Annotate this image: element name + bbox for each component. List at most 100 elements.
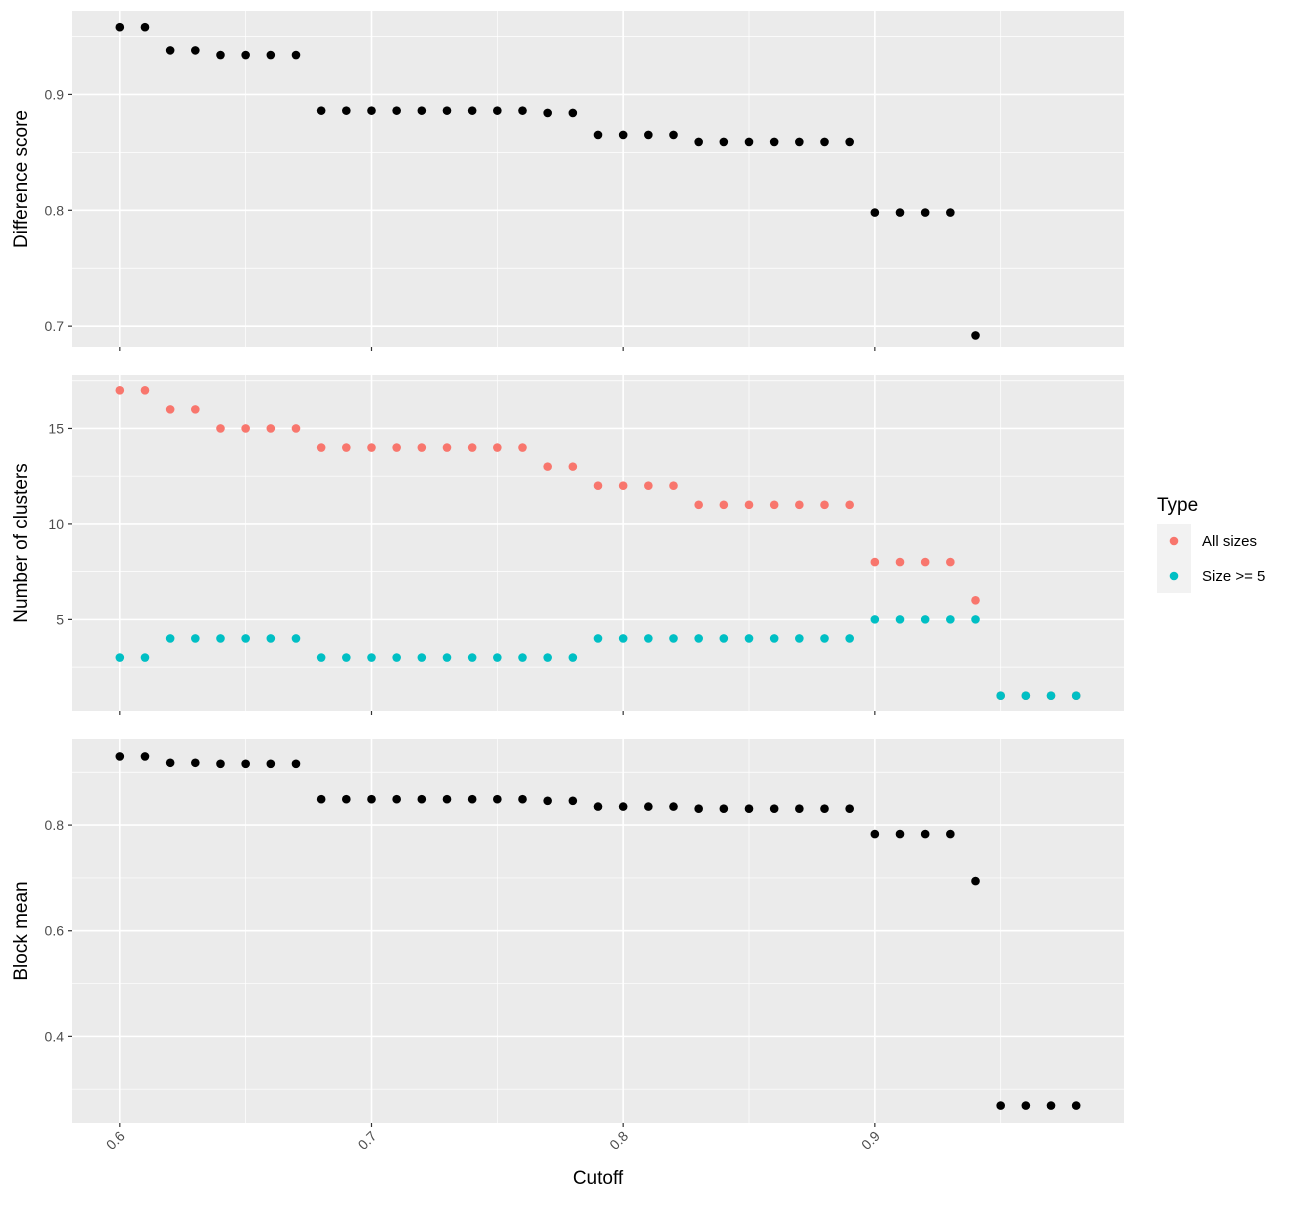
- data-point: [392, 653, 401, 662]
- data-point: [845, 634, 854, 643]
- data-point: [694, 634, 703, 643]
- data-point: [342, 106, 351, 115]
- data-point: [467, 794, 477, 804]
- y-tick-label: 0.8: [45, 202, 65, 218]
- data-point: [644, 802, 653, 811]
- series-size-5: [115, 615, 1081, 701]
- data-point: [971, 615, 980, 624]
- data-point: [845, 804, 854, 814]
- data-point: [795, 634, 804, 643]
- data-point: [971, 876, 980, 886]
- data-point: [266, 424, 276, 433]
- data-point: [493, 653, 502, 662]
- data-point: [140, 22, 150, 32]
- data-point: [543, 108, 552, 118]
- legend-label: All sizes: [1202, 533, 1257, 550]
- data-point: [216, 634, 225, 643]
- data-point: [845, 137, 854, 147]
- legend: Type All sizes Size >= 5: [1157, 495, 1265, 593]
- data-point: [342, 794, 351, 804]
- data-point: [165, 634, 175, 643]
- series-all-sizes: [115, 385, 1081, 701]
- data-point: [291, 634, 301, 643]
- data-point: [946, 829, 955, 839]
- data-point: [291, 50, 301, 60]
- data-point: [669, 130, 678, 140]
- data-point: [291, 759, 301, 769]
- data-point: [895, 615, 905, 624]
- data-point: [870, 615, 880, 624]
- data-point: [1021, 691, 1031, 701]
- data-point: [744, 137, 754, 147]
- data-point: [870, 829, 880, 839]
- data-point: [543, 653, 552, 662]
- series-points: [115, 22, 980, 340]
- data-point: [920, 557, 930, 567]
- data-point: [493, 794, 502, 804]
- data-point: [291, 424, 301, 433]
- data-point: [518, 106, 527, 115]
- data-point: [392, 794, 401, 804]
- data-point: [493, 443, 502, 452]
- data-point: [266, 759, 276, 769]
- data-point: [467, 106, 477, 115]
- data-point: [115, 22, 125, 32]
- data-point: [316, 106, 326, 115]
- data-point: [820, 804, 829, 814]
- data-point: [442, 794, 452, 804]
- data-point: [568, 796, 578, 806]
- data-point: [140, 385, 150, 395]
- data-point: [518, 794, 527, 804]
- data-point: [694, 137, 703, 147]
- data-point: [769, 137, 779, 147]
- data-point: [719, 500, 729, 510]
- data-point: [644, 634, 653, 643]
- data-point: [467, 653, 477, 662]
- data-point: [216, 424, 225, 433]
- data-point: [870, 208, 880, 217]
- series-points: [115, 752, 1081, 1110]
- data-point: [719, 137, 729, 147]
- y-axis-title: Block mean: [11, 881, 32, 980]
- data-point: [518, 653, 527, 662]
- data-point: [744, 804, 754, 814]
- data-point: [1071, 691, 1081, 701]
- data-point: [618, 481, 628, 491]
- data-point: [996, 1101, 1005, 1110]
- panel-background: [72, 375, 1124, 711]
- data-point: [593, 481, 603, 491]
- data-point: [191, 46, 200, 55]
- data-point: [1021, 1101, 1031, 1110]
- data-point: [367, 653, 376, 662]
- data-point: [795, 137, 804, 147]
- data-point: [971, 331, 980, 340]
- data-point: [342, 653, 351, 662]
- data-point: [392, 443, 401, 452]
- data-point: [266, 634, 276, 643]
- data-point: [568, 653, 578, 662]
- data-point: [971, 595, 980, 605]
- data-point: [568, 108, 578, 118]
- panel-block-mean: 0.4 0.6 0.8 Block mean: [11, 739, 1124, 1127]
- data-point: [669, 481, 678, 491]
- data-point: [417, 106, 427, 115]
- data-point: [140, 752, 150, 761]
- data-point: [719, 634, 729, 643]
- data-point: [694, 500, 703, 510]
- x-axis-title: Cutoff: [573, 1168, 624, 1189]
- data-point: [266, 50, 276, 60]
- data-point: [719, 804, 729, 814]
- data-point: [568, 462, 578, 471]
- data-point: [769, 500, 779, 510]
- data-point: [191, 758, 200, 768]
- y-tick-label: 10: [48, 516, 64, 532]
- data-point: [316, 653, 326, 662]
- data-point: [115, 385, 125, 395]
- data-point: [593, 802, 603, 811]
- data-point: [845, 500, 854, 510]
- data-point: [216, 50, 225, 60]
- data-point: [417, 443, 427, 452]
- data-point: [744, 500, 754, 510]
- data-point: [191, 634, 200, 643]
